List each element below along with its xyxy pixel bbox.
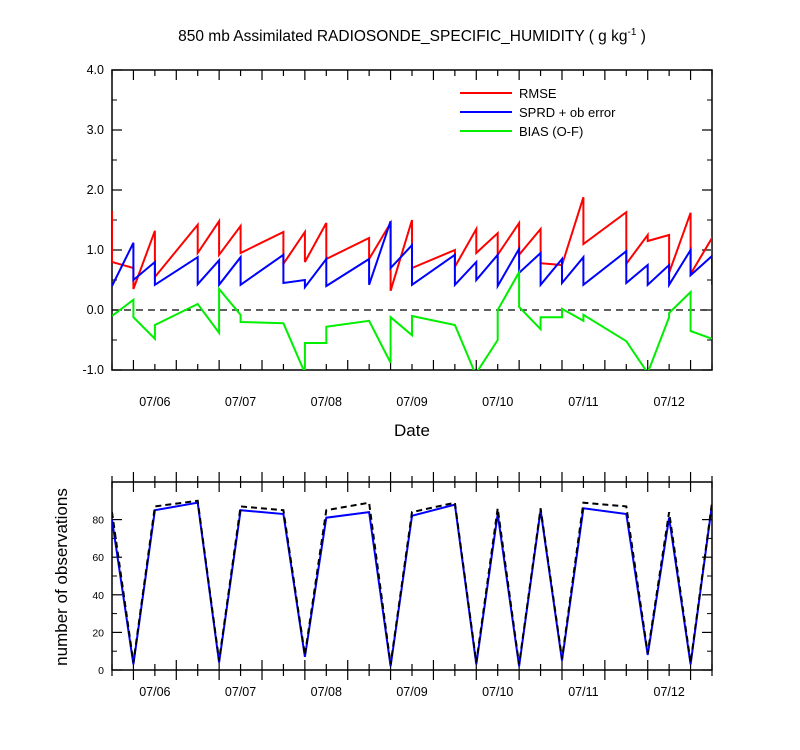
x-tick-label: 07/07 [225, 685, 256, 699]
top-plot-area: -1.0 0.0 1.0 2.0 3.0 4.0 07/06 07/07 07/08 07/09 0… [82, 63, 713, 409]
series-line-sprd-ob-error [112, 220, 712, 291]
x-axis-label: Date [394, 421, 430, 440]
y-tick-label: 2.0 [87, 183, 104, 197]
plot-frame [111, 481, 713, 671]
series-line-bias-o-f [112, 268, 712, 370]
y-tick-label: 60 [92, 552, 104, 564]
x-tick-label: 07/09 [396, 395, 427, 409]
x-tick-label: 07/06 [139, 685, 170, 699]
x-tick-label: 07/08 [311, 685, 342, 699]
x-tick-label: 07/11 [568, 395, 598, 409]
y-axis-label: number of observations [52, 488, 71, 666]
x-tick-label: 07/07 [225, 395, 256, 409]
x-tick-label: 07/12 [654, 685, 685, 699]
y-tick-label: 3.0 [87, 123, 104, 137]
y-tick-label: 20 [92, 627, 104, 639]
x-tick-label: 07/11 [568, 685, 598, 699]
x-tick-label: 07/06 [139, 395, 170, 409]
x-tick-label: 07/08 [311, 395, 342, 409]
x-tick-label: 07/10 [482, 685, 513, 699]
y-tick-label: 4.0 [87, 63, 104, 77]
legend-label: BIAS (O-F) [519, 124, 583, 139]
bottom-plot-area: 0 20 40 60 80 07/06 07/07 07/08 07/09 07/10 07/11 0… [92, 472, 713, 699]
y-tick-label: 0 [98, 665, 104, 677]
x-tick-label: 07/09 [396, 685, 427, 699]
y-tick-label: 40 [92, 590, 104, 602]
y-tick-label: -1.0 [82, 363, 104, 377]
chart-title: 850 mb Assimilated RADIOSONDE_SPECIFIC_H… [178, 27, 646, 45]
legend-label: RMSE [519, 86, 557, 101]
y-tick-label: 80 [92, 515, 104, 527]
series-line-possible-observations [112, 499, 712, 665]
legend-label: SPRD + ob error [519, 105, 616, 120]
y-tick-label: 1.0 [87, 243, 104, 257]
series-line-assimilated-observations [112, 501, 712, 667]
legend: RMSE SPRD + ob error BIAS (O-F) [460, 86, 616, 139]
x-tick-label: 07/10 [482, 395, 513, 409]
x-tick-label: 07/12 [654, 395, 685, 409]
y-tick-label: 0.0 [87, 303, 104, 317]
